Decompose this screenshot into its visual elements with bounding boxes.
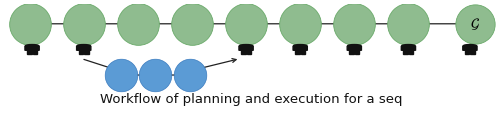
Point xyxy=(296,23,304,25)
Bar xyxy=(84,50,89,54)
Point xyxy=(80,23,88,25)
Bar xyxy=(295,50,299,54)
Bar xyxy=(240,50,245,54)
Point xyxy=(185,74,193,76)
FancyBboxPatch shape xyxy=(293,46,307,50)
Point xyxy=(404,23,412,25)
Text: Workflow of planning and execution for a seq: Workflow of planning and execution for a… xyxy=(100,93,401,106)
Text: $\mathcal{G}$: $\mathcal{G}$ xyxy=(469,16,479,32)
Point xyxy=(116,74,124,76)
Point xyxy=(470,23,478,25)
Point xyxy=(241,23,249,25)
FancyBboxPatch shape xyxy=(400,46,415,50)
Ellipse shape xyxy=(26,45,39,47)
Point xyxy=(134,23,142,25)
Bar xyxy=(27,50,32,54)
Ellipse shape xyxy=(462,45,475,47)
FancyBboxPatch shape xyxy=(462,46,476,50)
Ellipse shape xyxy=(293,45,306,47)
FancyBboxPatch shape xyxy=(25,46,39,50)
Bar xyxy=(403,50,407,54)
Bar xyxy=(79,50,83,54)
Bar xyxy=(349,50,353,54)
Ellipse shape xyxy=(239,45,252,47)
Bar xyxy=(33,50,37,54)
Bar xyxy=(354,50,359,54)
Point xyxy=(350,23,358,25)
Point xyxy=(151,74,159,76)
Bar xyxy=(464,50,468,54)
Ellipse shape xyxy=(347,45,360,47)
Ellipse shape xyxy=(77,45,90,47)
Bar xyxy=(300,50,305,54)
Ellipse shape xyxy=(401,45,414,47)
FancyBboxPatch shape xyxy=(238,46,253,50)
FancyBboxPatch shape xyxy=(347,46,361,50)
FancyBboxPatch shape xyxy=(77,46,91,50)
Bar xyxy=(246,50,250,54)
Bar xyxy=(469,50,474,54)
Bar xyxy=(408,50,412,54)
Point xyxy=(187,23,195,25)
Point xyxy=(26,23,34,25)
